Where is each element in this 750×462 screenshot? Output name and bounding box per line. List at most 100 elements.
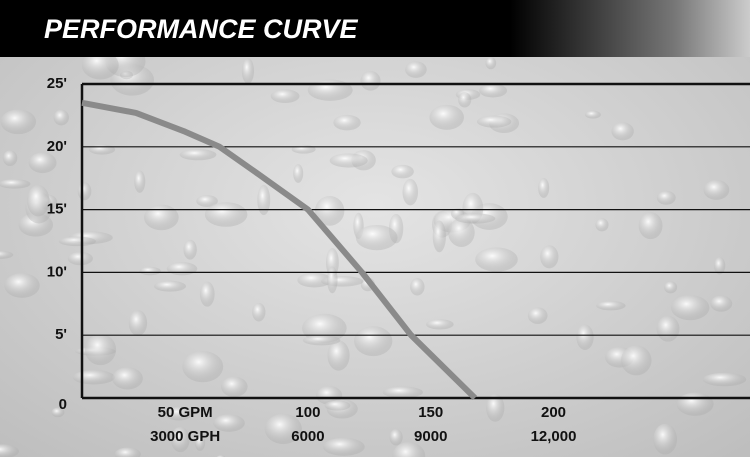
y-tick-label: 10'	[47, 263, 67, 280]
droplet	[448, 218, 475, 247]
chart-title: PERFORMANCE CURVE	[44, 14, 359, 44]
droplet	[67, 251, 93, 266]
droplet	[703, 180, 730, 200]
droplet	[257, 184, 271, 216]
header-bar	[0, 0, 750, 57]
droplet	[0, 179, 31, 189]
droplet	[713, 257, 726, 275]
droplet	[327, 266, 338, 294]
x2-tick-label: 3000 GPH	[150, 428, 220, 445]
droplet	[360, 70, 381, 91]
performance-curve	[81, 99, 478, 401]
x-tick-label: 150	[418, 404, 443, 421]
droplet	[196, 195, 218, 207]
droplet	[297, 272, 332, 288]
droplet	[77, 182, 92, 201]
droplet	[293, 164, 304, 183]
droplet	[53, 109, 69, 126]
droplet	[710, 295, 733, 312]
y-tick-label: 0	[59, 396, 67, 413]
droplet	[329, 153, 368, 168]
droplet	[324, 400, 351, 411]
droplet	[702, 372, 747, 387]
droplet	[611, 122, 634, 141]
droplet	[316, 386, 343, 405]
droplet	[584, 110, 601, 119]
droplet	[139, 266, 161, 276]
droplet	[638, 212, 663, 240]
droplet	[656, 190, 676, 205]
droplet	[389, 429, 403, 446]
droplet	[72, 370, 115, 385]
y-tick-label: 5'	[55, 326, 67, 343]
droplet	[81, 50, 119, 80]
droplet	[476, 115, 512, 128]
droplet	[355, 224, 398, 251]
droplet	[425, 319, 454, 330]
droplet	[0, 444, 20, 459]
droplet	[327, 340, 350, 371]
droplet	[154, 280, 187, 292]
droplet	[0, 109, 37, 135]
droplet	[221, 376, 248, 397]
droplet	[405, 61, 427, 78]
droplet	[596, 301, 626, 311]
droplet	[382, 386, 424, 399]
droplet	[4, 273, 40, 298]
droplet	[486, 393, 505, 422]
droplet	[402, 178, 419, 206]
droplet	[540, 245, 559, 269]
droplet	[538, 178, 550, 198]
droplet	[322, 437, 365, 456]
droplet	[2, 150, 18, 167]
droplet	[88, 144, 116, 155]
droplet	[307, 79, 353, 101]
x-tick-label: 100	[295, 404, 320, 421]
y-tick-label: 20'	[47, 138, 67, 155]
droplet	[183, 239, 197, 260]
droplet	[653, 423, 678, 455]
droplet	[410, 278, 425, 296]
droplet	[429, 104, 464, 130]
droplet	[270, 89, 300, 104]
droplet	[171, 426, 190, 453]
droplet	[527, 307, 548, 324]
droplet	[485, 56, 497, 70]
droplet	[333, 114, 361, 131]
droplet	[475, 247, 518, 272]
droplet	[28, 152, 57, 174]
droplet	[264, 413, 302, 445]
droplet	[51, 407, 65, 418]
droplet	[0, 250, 14, 259]
droplet	[676, 392, 714, 416]
droplet	[656, 315, 680, 342]
x-tick-label: 200	[541, 404, 566, 421]
droplet	[455, 213, 496, 224]
droplet	[134, 170, 146, 193]
droplet	[391, 164, 414, 179]
x2-tick-label: 12,000	[531, 428, 577, 445]
x2-tick-label: 9000	[414, 428, 447, 445]
droplet	[26, 184, 50, 217]
droplet	[302, 335, 341, 346]
droplet	[213, 414, 245, 432]
y-tick-label: 15'	[47, 201, 67, 218]
droplet	[241, 58, 255, 84]
droplet	[458, 92, 472, 108]
droplet	[664, 281, 678, 294]
droplet	[194, 434, 206, 451]
droplet	[354, 326, 393, 357]
droplet	[670, 295, 710, 321]
droplet	[595, 218, 609, 232]
y-tick-label: 25'	[47, 75, 67, 92]
droplet	[84, 333, 117, 366]
droplet	[166, 262, 198, 276]
droplet	[199, 281, 215, 307]
droplet	[165, 406, 193, 421]
x2-tick-label: 6000	[291, 428, 324, 445]
droplet	[179, 149, 217, 161]
droplet	[58, 236, 97, 247]
x-tick-label: 50 GPM	[158, 404, 213, 421]
droplet	[128, 310, 148, 336]
